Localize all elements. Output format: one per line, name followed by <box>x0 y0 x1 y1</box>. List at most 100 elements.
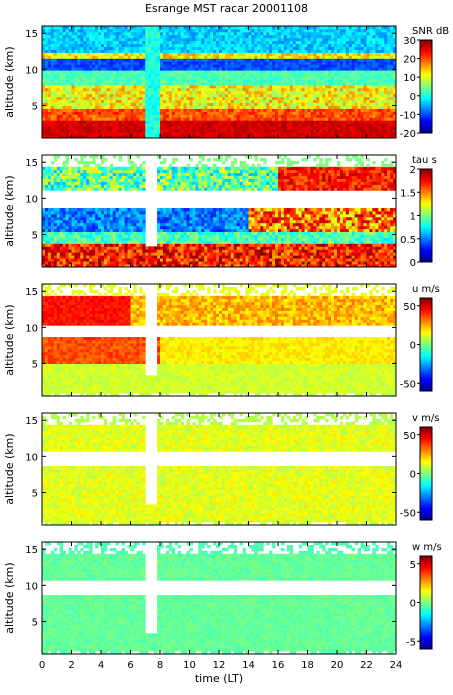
SNR-cell <box>275 106 278 109</box>
SNR-cell <box>98 129 101 132</box>
SNR-cell <box>95 82 98 85</box>
SNR-cell <box>308 88 311 91</box>
SNR-cell <box>384 97 387 100</box>
SNR-cell <box>331 64 334 67</box>
SNR-cell <box>72 85 75 88</box>
SNR-cell <box>63 82 66 85</box>
SNR-cell <box>260 106 263 109</box>
SNR-cell <box>322 109 325 112</box>
SNR-cell <box>178 58 181 61</box>
SNR-cell <box>131 120 134 123</box>
SNR-cell <box>313 50 316 53</box>
SNR-cell <box>80 82 83 85</box>
SNR-cell <box>361 82 364 85</box>
SNR-cell <box>340 47 343 50</box>
SNR-cell <box>310 129 313 132</box>
SNR-cell <box>313 103 316 106</box>
SNR-cell <box>107 41 110 44</box>
SNR-cell <box>80 67 83 70</box>
tau-cell <box>42 261 45 264</box>
SNR-cell <box>372 58 375 61</box>
SNR-cell <box>331 53 334 56</box>
SNR-cell <box>83 100 86 103</box>
SNR-cell <box>358 106 361 109</box>
SNR-cell <box>98 35 101 38</box>
SNR-cell <box>387 88 390 91</box>
SNR-cell <box>42 111 45 114</box>
SNR-cell <box>128 123 131 126</box>
SNR-cell <box>92 47 95 50</box>
SNR-cell <box>322 85 325 88</box>
SNR-cell <box>142 61 145 64</box>
SNR-cell <box>69 85 72 88</box>
SNR-cell <box>257 38 260 41</box>
SNR-cell <box>201 126 204 129</box>
SNR-cell <box>110 35 113 38</box>
SNR-cell <box>387 79 390 82</box>
SNR-cell <box>57 100 60 103</box>
SNR-cell <box>110 100 113 103</box>
SNR-cell <box>122 91 125 94</box>
SNR-cell <box>169 50 172 53</box>
SNR-cell <box>219 67 222 70</box>
SNR-cell <box>337 106 340 109</box>
SNR-cell <box>154 126 157 129</box>
SNR-cell <box>287 50 290 53</box>
SNR-cell <box>207 50 210 53</box>
SNR-cell <box>378 91 381 94</box>
tau-cell <box>51 173 54 176</box>
SNR-cell <box>260 114 263 117</box>
SNR-cell <box>337 111 340 114</box>
SNR-cell <box>175 70 178 73</box>
SNR-cell <box>92 111 95 114</box>
SNR-cell <box>364 44 367 47</box>
SNR-cell <box>308 70 311 73</box>
SNR-cell <box>169 85 172 88</box>
SNR-cell <box>219 29 222 32</box>
SNR-cell <box>302 129 305 132</box>
SNR-cell <box>139 47 142 50</box>
SNR-cell <box>290 53 293 56</box>
SNR-cell <box>163 88 166 91</box>
SNR-cell <box>125 100 128 103</box>
SNR-cell <box>172 73 175 76</box>
SNR-cell <box>113 106 116 109</box>
SNR-cell <box>254 132 257 135</box>
SNR-cell <box>349 129 352 132</box>
SNR-cell <box>308 50 311 53</box>
SNR-cell <box>346 109 349 112</box>
SNR-cell <box>260 29 263 32</box>
SNR-cell <box>346 29 349 32</box>
SNR-cell <box>325 123 328 126</box>
SNR-cell <box>299 53 302 56</box>
SNR-cell <box>45 50 48 53</box>
SNR-cell <box>113 79 116 82</box>
SNR-cell <box>222 26 225 29</box>
SNR-cell <box>355 41 358 44</box>
SNR-cell <box>334 47 337 50</box>
SNR-cell <box>237 126 240 129</box>
SNR-cell <box>181 79 184 82</box>
SNR-cell <box>249 120 252 123</box>
tau-cell <box>63 217 66 220</box>
SNR-cell <box>222 61 225 64</box>
SNR-cell <box>331 38 334 41</box>
SNR-cell <box>246 47 249 50</box>
SNR-cell <box>308 32 311 35</box>
SNR-cell <box>187 109 190 112</box>
SNR-cell <box>216 70 219 73</box>
SNR-cell <box>369 97 372 100</box>
SNR-cell <box>187 100 190 103</box>
SNR-cell <box>72 114 75 117</box>
SNR-cell <box>219 44 222 47</box>
tau-cell <box>74 235 77 238</box>
tau-cell <box>42 208 45 211</box>
SNR-cell <box>296 109 299 112</box>
SNR-cell <box>231 100 234 103</box>
tau-cell <box>54 255 57 258</box>
SNR-cell <box>263 64 266 67</box>
SNR-cell <box>346 38 349 41</box>
SNR-cell <box>361 123 364 126</box>
SNR-cell <box>369 53 372 56</box>
SNR-cell <box>72 58 75 61</box>
